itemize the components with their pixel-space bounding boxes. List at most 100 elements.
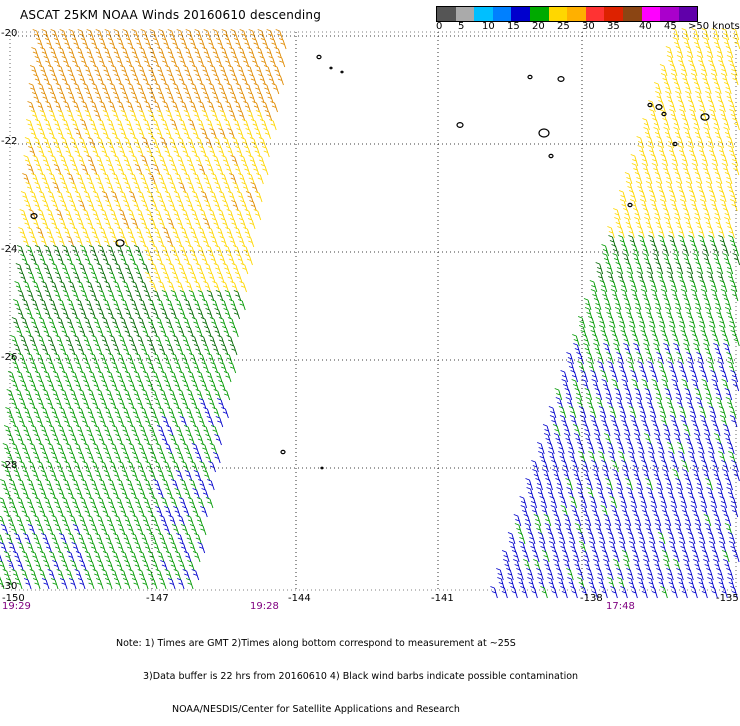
wind-barb: [129, 425, 138, 437]
wind-barb: [185, 92, 193, 104]
wind-barb: [713, 298, 722, 311]
wind-barb: [102, 362, 111, 374]
wind-barb: [177, 200, 185, 212]
wind-barb: [2, 443, 11, 455]
wind-barb: [577, 532, 586, 545]
wind-barb: [660, 370, 669, 383]
wind-barb: [117, 227, 125, 239]
wind-barb: [70, 245, 79, 257]
wind-barb: [633, 298, 642, 311]
wind-barb: [12, 488, 20, 500]
wind-barb: [187, 245, 196, 257]
wind-barb: [157, 47, 165, 59]
wind-barb: [667, 442, 675, 455]
wind-barb: [96, 452, 104, 464]
wind-barb: [8, 416, 17, 428]
wind-barb: [99, 353, 107, 365]
wind-barb: [204, 74, 212, 86]
wind-barb: [175, 173, 183, 185]
wind-barb: [247, 173, 255, 185]
wind-barb: [651, 244, 659, 257]
wind-barb: [76, 173, 84, 185]
wind-barb: [65, 254, 73, 266]
wind-barb: [242, 38, 251, 50]
wind-barb: [238, 173, 246, 185]
wind-barb: [673, 514, 682, 527]
wind-barb: [185, 578, 194, 590]
colorbar-label: 35: [607, 21, 620, 32]
wind-barb: [191, 191, 200, 203]
wind-barb: [187, 182, 196, 194]
wind-barb: [220, 173, 228, 185]
wind-barb: [205, 371, 214, 383]
wind-barb: [55, 209, 64, 221]
wind-barb: [90, 227, 98, 239]
wind-barb: [51, 137, 60, 149]
wind-barb: [95, 281, 103, 293]
wind-barb: [55, 335, 64, 347]
wind-barb: [652, 118, 660, 131]
wind-barb: [550, 586, 558, 599]
wind-barb: [249, 137, 258, 149]
wind-barb: [694, 388, 703, 401]
wind-barb: [168, 515, 177, 527]
wind-barb: [87, 515, 96, 527]
wind-barb: [190, 146, 198, 158]
wind-barb: [60, 326, 68, 338]
wind-barb: [173, 65, 182, 77]
wind-barb: [89, 164, 98, 176]
wind-barb: [124, 434, 132, 446]
wind-barb: [564, 388, 573, 401]
wind-barb: [613, 514, 622, 527]
wind-barb: [170, 290, 179, 302]
wind-barb: [66, 236, 75, 248]
wind-barb: [114, 200, 122, 212]
wind-barb: [278, 38, 287, 50]
wind-barb: [637, 532, 646, 545]
wind-barb: [85, 299, 93, 311]
wind-barb: [224, 38, 233, 50]
wind-barb: [243, 101, 251, 113]
wind-barb: [28, 272, 36, 284]
wind-barb: [194, 407, 202, 419]
wind-barb: [54, 227, 62, 239]
wind-barb: [160, 497, 169, 509]
wind-barb: [657, 316, 666, 329]
wind-barb: [24, 452, 32, 464]
wind-barb: [140, 92, 148, 104]
wind-barb: [205, 182, 214, 194]
wind-barb: [697, 226, 705, 239]
wind-barb: [192, 488, 200, 500]
wind-barb: [200, 191, 209, 203]
wind-barb: [126, 398, 135, 410]
wind-barb: [712, 118, 720, 131]
wind-barb: [254, 191, 263, 203]
wind-barb: [188, 119, 196, 131]
wind-barb: [87, 326, 95, 338]
wind-barb: [237, 110, 246, 122]
wind-barb: [155, 569, 164, 581]
wind-barb: [717, 316, 726, 329]
wind-barb: [617, 442, 625, 455]
wind-barb: [144, 227, 152, 239]
wind-barb: [644, 172, 653, 185]
wind-barb: [727, 532, 736, 545]
wind-barb: [207, 101, 215, 113]
wind-barb: [199, 146, 207, 158]
wind-barb: [104, 578, 113, 590]
wind-barb: [646, 568, 654, 581]
wind-barb: [50, 92, 58, 104]
wind-barb: [680, 586, 688, 599]
wind-barb: [231, 74, 239, 86]
wind-barb: [199, 335, 208, 347]
wind-barb: [712, 334, 720, 347]
wind-barb: [39, 488, 47, 500]
wind-barb: [256, 173, 264, 185]
wind-barb: [677, 442, 685, 455]
wind-barb: [174, 425, 183, 437]
wind-barb: [32, 29, 41, 41]
wind-barb: [656, 136, 665, 149]
wind-barb: [661, 550, 670, 563]
wind-barb: [130, 173, 138, 185]
wind-barb: [95, 407, 103, 419]
